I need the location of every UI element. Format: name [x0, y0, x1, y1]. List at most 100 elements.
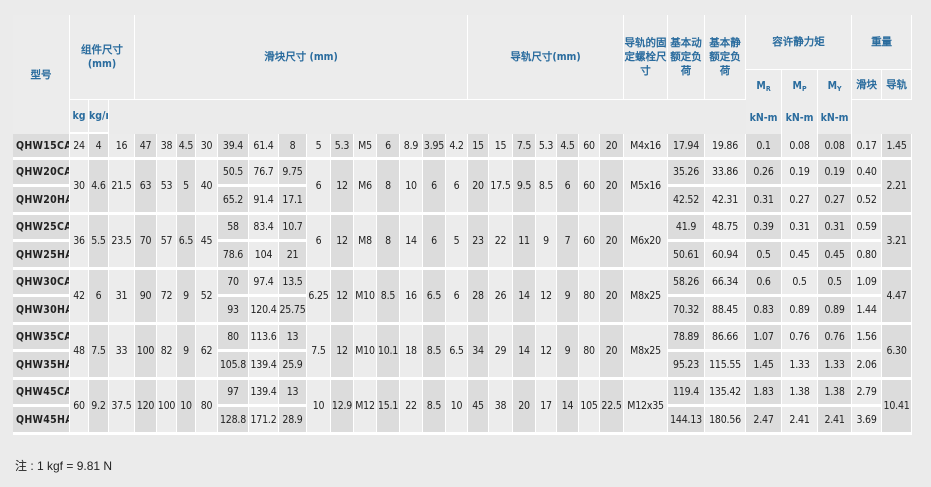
- cell-l: 91.4: [249, 187, 280, 215]
- cell-h: 12: [536, 270, 558, 325]
- cell-n: 33: [109, 325, 136, 380]
- cell-b: 38: [157, 134, 178, 160]
- cell-b1: 9: [177, 270, 197, 325]
- cell-h1: 4.6: [89, 160, 109, 215]
- cell-hr: 22: [489, 215, 514, 270]
- cell-t1: 18: [400, 325, 424, 380]
- cell-h1: 6: [89, 270, 109, 325]
- cell-h3: 10: [446, 380, 469, 435]
- col-moment-p-header: MP kN-m: [782, 70, 819, 134]
- cell-l1: 93: [218, 297, 250, 325]
- table-row: QHW20HA 65.2 91.4 17.1 42.52 42.31 0.31 0.27 0.2…: [13, 187, 912, 215]
- cell-l1: 78.6: [218, 242, 250, 270]
- cell-k1: 25.9: [279, 352, 308, 380]
- cell-c0: 180.56: [705, 407, 747, 435]
- cell-b1: 9: [177, 325, 197, 380]
- cell-k1: 9.75: [279, 160, 308, 187]
- rail-dimensions-header: 导轨尺寸(mm): [468, 15, 625, 100]
- cell-m: M10: [354, 325, 378, 380]
- cell-t: 6: [377, 134, 401, 160]
- cell-e: 20: [600, 160, 625, 215]
- cell-w: 100: [135, 325, 158, 380]
- cell-m: M5: [354, 134, 378, 160]
- cell-l: 120.4: [249, 297, 280, 325]
- cell-h: 5.3: [536, 134, 558, 160]
- cell-d: 4.5: [557, 134, 580, 160]
- model-cell: QHW25HA: [13, 242, 70, 270]
- cell-t1: 10: [400, 160, 424, 215]
- cell-my: 1.38: [818, 380, 853, 407]
- table-row: QHW25CA 36 5.5 23.5 70 57 6.5 45 58 83.4 10.7 6 12 M8…: [13, 215, 913, 270]
- cell-h1: 4: [89, 134, 109, 160]
- cell-cd: 35.26: [668, 160, 706, 187]
- cell-p: 80: [579, 270, 601, 325]
- cell-h: 17: [536, 380, 558, 435]
- cell-l1: 97: [218, 380, 250, 407]
- cell-h2: 6.5: [423, 270, 447, 325]
- cell-my: 1.33: [818, 352, 853, 380]
- col-moment-y-header: MY kN-m: [818, 70, 853, 134]
- cell-bolt: M4x16: [624, 134, 669, 160]
- cell-e: 20: [600, 134, 625, 160]
- cell-k2: 6: [307, 215, 332, 270]
- moment-unit: kN-m: [820, 112, 849, 125]
- cell-my: 0.08: [818, 134, 853, 160]
- cell-cd: 78.89: [668, 325, 706, 352]
- cell-w: 120: [135, 380, 158, 435]
- cell-h: 24: [70, 134, 89, 160]
- cell-l: 113.6: [249, 325, 280, 352]
- cell-my: 0.89: [818, 297, 853, 325]
- cell-l1: 70: [218, 270, 250, 297]
- model-cell: QHW35HA: [13, 352, 70, 380]
- cell-e: 20: [600, 325, 625, 380]
- cell-c: 52: [196, 270, 219, 325]
- cell-c0: 115.55: [705, 352, 747, 380]
- table-row: QHW45CA 60 9.2 37.5 120 100 10 80 97 139.4 13 10 12.…: [13, 380, 913, 435]
- cell-mr: 0.6: [746, 270, 783, 297]
- cell-k1: 13: [279, 380, 308, 407]
- moment-y-label: M: [827, 79, 837, 92]
- moment-r-label: M: [756, 79, 766, 92]
- cell-h3: 6: [446, 160, 469, 215]
- cell-mr: 0.1: [746, 134, 783, 160]
- cell-mr: 1.07: [746, 325, 783, 352]
- col-weight-rail-header: 导轨: [882, 70, 913, 100]
- cell-cd: 119.4: [668, 380, 706, 407]
- cell-mr: 0.5: [746, 242, 783, 270]
- model-cell: QHW30HA: [13, 297, 70, 325]
- cell-k1: 28.9: [279, 407, 308, 435]
- cell-l1: 65.2: [218, 187, 250, 215]
- cell-c: 62: [196, 325, 219, 380]
- cell-c: 45: [196, 215, 219, 270]
- cell-p: 105: [579, 380, 601, 435]
- cell-g: 12: [331, 270, 355, 325]
- cell-slider: 0.59: [852, 215, 883, 242]
- cell-mr: 0.39: [746, 215, 783, 242]
- moment-r: MR: [756, 79, 770, 93]
- cell-k1: 21: [279, 242, 308, 270]
- cell-g: 12.9: [331, 380, 355, 435]
- cell-t1: 8.9: [400, 134, 424, 160]
- cell-m: M12: [354, 380, 378, 435]
- cell-t: 10.1: [377, 325, 401, 380]
- cell-h: 12: [536, 325, 558, 380]
- cell-cd: 95.23: [668, 352, 706, 380]
- cell-h1: 5.5: [89, 215, 109, 270]
- cell-c0: 88.45: [705, 297, 747, 325]
- cell-hr: 26: [489, 270, 514, 325]
- cell-rail: 1.45: [882, 134, 913, 160]
- moment-y: MY: [827, 79, 842, 93]
- table-row: QHW25HA 78.6 104 21 50.61 60.94 0.5 0.45 0.45 0.8…: [13, 242, 912, 270]
- moment-unit: kN-m: [749, 112, 778, 125]
- cell-g: 12: [331, 325, 355, 380]
- cell-my: 0.19: [818, 160, 853, 187]
- cell-d: 9.5: [513, 160, 537, 215]
- cell-c0: 60.94: [705, 242, 747, 270]
- cell-h: 48: [70, 325, 89, 380]
- moment-y-subscript: Y: [836, 84, 842, 93]
- cell-h1: 7.5: [89, 325, 109, 380]
- linear-guide-spec-table: 型号 组件尺寸 (mm) 滑块尺寸 (mm) 导轨尺寸(mm) 导轨的固定螺栓尺寸 基本动额…: [13, 15, 913, 435]
- cell-cd: 50.61: [668, 242, 706, 270]
- cell-d: 7: [557, 215, 580, 270]
- cell-k2: 6: [307, 160, 332, 215]
